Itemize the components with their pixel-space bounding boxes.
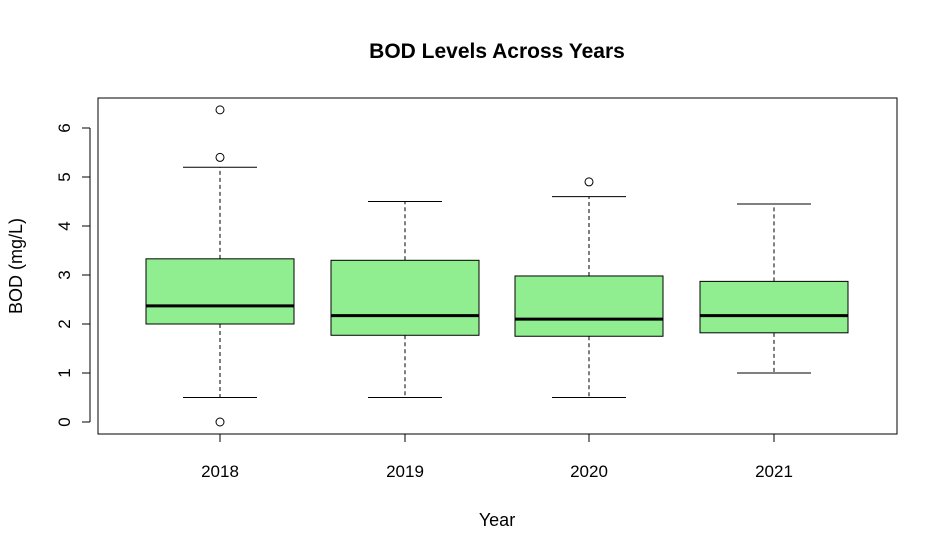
y-tick-label: 1	[55, 368, 74, 377]
box-2020	[514, 177, 664, 398]
outlier-point	[215, 152, 225, 162]
iqr-box	[330, 259, 480, 336]
chart-title: BOD Levels Across Years	[369, 40, 625, 63]
x-tick-label: 2019	[386, 462, 424, 481]
y-tick-label: 4	[55, 221, 74, 230]
y-tick-label: 0	[55, 417, 74, 426]
outlier-point	[215, 417, 225, 427]
x-tick-label: 2021	[755, 462, 793, 481]
iqr-box	[699, 280, 849, 334]
y-tick-label: 3	[55, 270, 74, 279]
iqr-box	[145, 258, 295, 325]
x-axis: 2018 2019 2020 2021	[201, 433, 793, 481]
x-tick-label: 2020	[570, 462, 608, 481]
boxes-group	[145, 105, 849, 427]
x-tick-label: 2018	[201, 462, 239, 481]
x-axis-label: Year	[479, 510, 515, 530]
y-axis-label: BOD (mg/L)	[6, 218, 26, 314]
y-tick-label: 2	[55, 319, 74, 328]
y-tick-label: 5	[55, 172, 74, 181]
box-2018	[145, 105, 295, 427]
y-axis: 0 1 2 3 4 5 6	[55, 123, 91, 427]
box-2019	[330, 201, 480, 398]
iqr-box	[514, 275, 664, 337]
outlier-point	[215, 105, 225, 115]
box-2021	[699, 203, 849, 374]
outlier-point	[584, 177, 594, 187]
y-tick-label: 6	[55, 123, 74, 132]
